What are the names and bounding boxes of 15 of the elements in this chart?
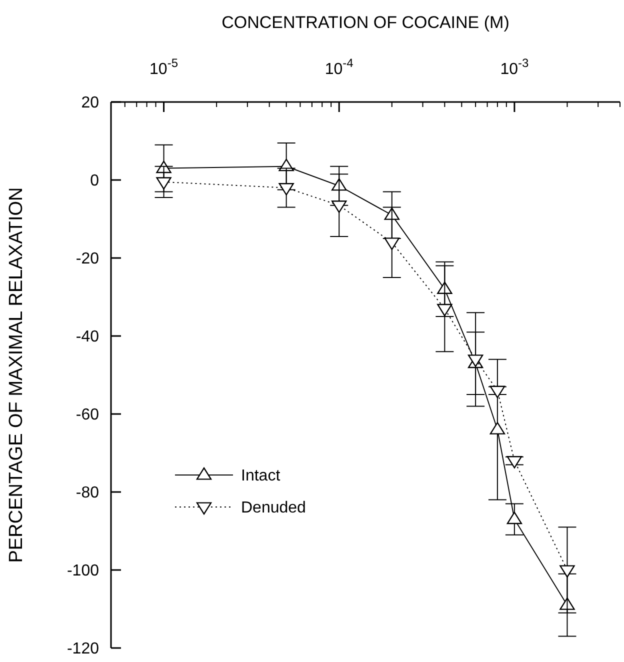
y-tick-label: -120: [66, 640, 100, 658]
y-tick-label: -20: [76, 250, 100, 268]
x-tick-label: 10$^{-4}$: [324, 56, 354, 78]
y-tick-label: 20: [81, 94, 100, 112]
x-tick-label: 10$^{-5}$: [150, 56, 178, 78]
x-axis-title: CONCENTRATION OF COCAINE (M): [222, 13, 510, 32]
y-tick-label: -60: [76, 406, 100, 424]
y-tick-label: -80: [76, 484, 100, 502]
legend-label: Denuded: [241, 500, 306, 517]
y-tick-label: 0: [90, 172, 100, 190]
y-tick-label: -100: [66, 562, 100, 580]
y-axis-title: PERCENTAGE OF MAXIMAL RELAXATION: [6, 187, 27, 563]
legend-label: Intact: [241, 468, 281, 485]
x-tick-label: 10$^{-3}$: [500, 56, 529, 78]
y-tick-label: -40: [76, 328, 100, 346]
